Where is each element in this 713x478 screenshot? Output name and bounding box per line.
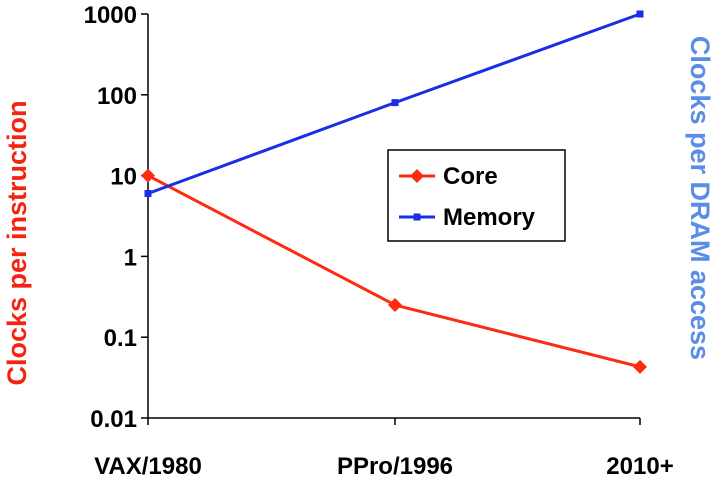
y-tick-label: 100 <box>97 83 137 110</box>
point-memory <box>391 99 399 107</box>
y-axis-title-right-prefix: Clocks per <box>685 36 713 182</box>
y-axis-title-right: Clocks per DRAM access <box>685 36 713 360</box>
legend-item-memory: Memory <box>399 204 536 231</box>
y-tick-labels: 1000 100 10 1 0.1 0.01 <box>84 2 137 433</box>
point-memory <box>636 10 644 18</box>
legend-marker-memory <box>413 213 421 221</box>
series-core <box>141 168 647 374</box>
x-tick-label: PPro/1996 <box>337 453 453 478</box>
y-tick-label: 1000 <box>84 2 137 29</box>
y-tick-label: 0.1 <box>104 325 137 352</box>
legend-label-memory: Memory <box>443 204 536 231</box>
point-core <box>141 168 155 183</box>
x-tick-label: 2010+ <box>606 453 673 478</box>
axes-layer <box>141 13 641 425</box>
y-axis-title-right-suffix: access <box>685 262 713 360</box>
point-memory <box>144 190 152 198</box>
series-memory <box>144 10 644 198</box>
y-axis-title-right-highlight: DRAM <box>685 181 713 262</box>
legend-label-core: Core <box>443 163 498 190</box>
point-core <box>633 359 647 374</box>
x-tick-labels: VAX/1980 PPro/1996 2010+ <box>94 453 674 478</box>
y-axis-title-left: Clocks per instruction <box>2 100 32 385</box>
legend-item-core: Core <box>399 163 498 190</box>
series-layer <box>141 10 647 374</box>
y-tick-label: 0.01 <box>90 406 137 433</box>
legend-box <box>387 149 566 242</box>
legend-marker-core <box>410 169 424 183</box>
point-core <box>388 298 402 313</box>
y-tick-label: 1 <box>124 244 137 271</box>
y-tick-label: 10 <box>110 164 137 191</box>
x-tick-label: VAX/1980 <box>94 453 202 478</box>
legend: Core Memory <box>387 149 566 242</box>
